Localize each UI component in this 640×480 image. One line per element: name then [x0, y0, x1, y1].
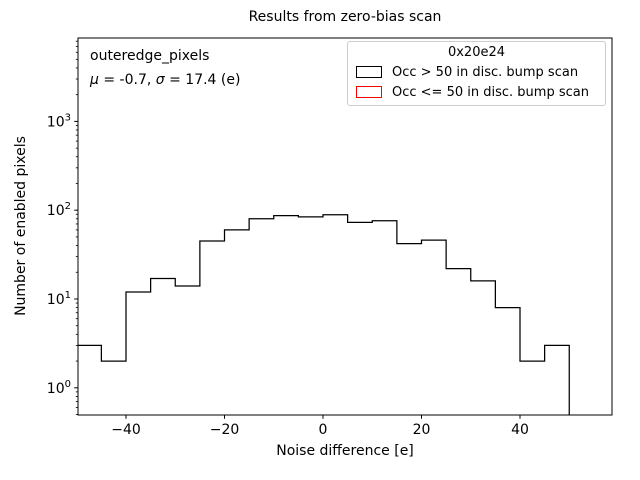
legend-title: 0x20e24 [447, 45, 506, 60]
plot-frame [77, 37, 613, 416]
legend-entry-label: Occ > 50 in disc. bump scan [392, 64, 579, 80]
greek-symbol: μ [90, 72, 99, 88]
x-tick-label: 40 [511, 422, 529, 438]
x-tick-label: 20 [413, 422, 431, 438]
legend-swatch-icon [356, 66, 382, 78]
legend-row: Occ > 50 in disc. bump scan [348, 62, 605, 82]
y-tick-label: 103 [47, 112, 71, 130]
histogram-step-line [78, 214, 570, 415]
y-tick-label: 102 [47, 201, 71, 219]
stats-annotation: μ = -0.7, σ = 17.4 (e) [90, 72, 240, 88]
legend-row: Occ <= 50 in disc. bump scan [348, 82, 605, 102]
y-axis-label: Number of enabled pixels [13, 136, 29, 316]
legend-entry-label: Occ <= 50 in disc. bump scan [392, 84, 589, 100]
legend-entries: Occ > 50 in disc. bump scan Occ <= 50 in … [348, 62, 605, 102]
legend-swatch-icon [356, 86, 382, 98]
y-tick-label: 101 [47, 290, 71, 308]
x-tick-label: −20 [210, 422, 240, 438]
stats-text: = -0.7, [98, 72, 156, 88]
x-axis-label: Noise difference [e] [276, 443, 414, 459]
legend: 0x20e24 Occ > 50 in disc. bump scan Occ <… [347, 41, 606, 106]
stats-text: = 17.4 (e) [164, 72, 241, 88]
chart-title: Results from zero-bias scan [248, 9, 442, 25]
dataset-name-annotation: outeredge_pixels [90, 48, 210, 64]
y-tick-label: 100 [47, 379, 71, 397]
x-tick-label: −40 [111, 422, 141, 438]
greek-symbol: σ [155, 72, 165, 88]
x-tick-label: 0 [319, 422, 328, 438]
